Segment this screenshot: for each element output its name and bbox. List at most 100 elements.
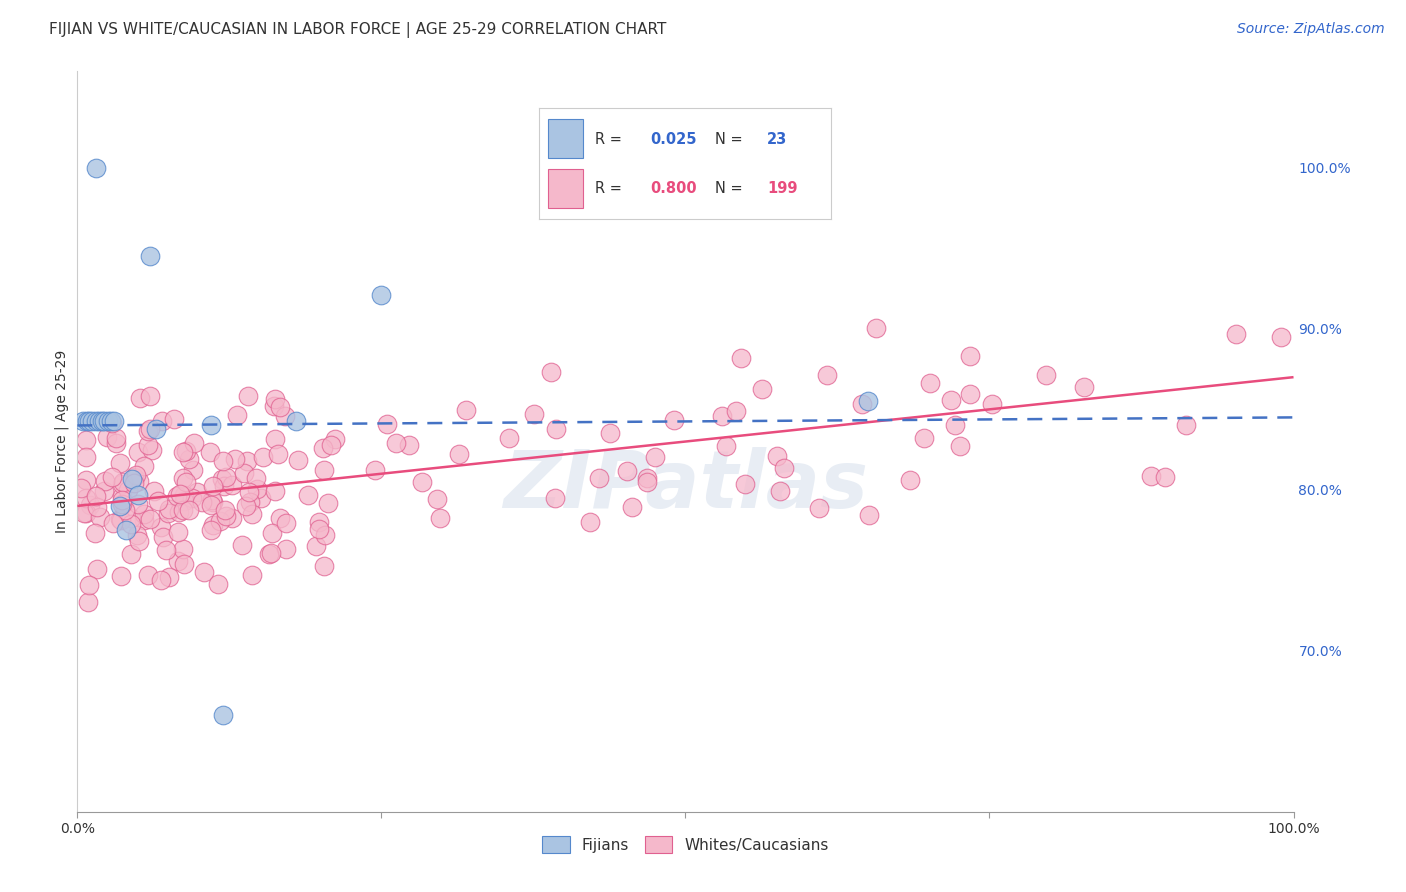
Point [316,495,339,509]
Point [139,422,162,436]
Point [84,526,107,541]
Point [169,505,191,519]
Point [156,506,179,520]
Point [127,528,149,542]
Point [636,475,658,490]
Point [136,424,159,438]
Point [202,495,225,509]
Point [139,250,162,264]
Point [214,502,236,516]
Point [148,493,170,508]
Point [851,397,873,411]
Point [84,161,107,175]
Point [943,417,966,432]
Point [155,542,177,557]
Point [163,412,186,426]
Point [498,431,520,445]
Point [1225,327,1247,342]
Point [173,487,195,501]
Point [200,418,222,433]
Point [259,547,281,561]
Point [276,516,298,530]
Point [93,414,115,428]
Point [139,512,162,526]
Text: FIJIAN VS WHITE/CAUCASIAN IN LABOR FORCE | AGE 25-29 CORRELATION CHART: FIJIAN VS WHITE/CAUCASIAN IN LABOR FORCE… [49,22,666,38]
Point [193,565,215,579]
Point [411,475,433,489]
Text: Source: ZipAtlas.com: Source: ZipAtlas.com [1237,22,1385,37]
Point [69,481,91,495]
Point [314,558,336,573]
Point [1140,468,1163,483]
Point [157,570,180,584]
Point [215,469,238,483]
Point [129,391,152,405]
Point [121,471,143,485]
Point [240,568,263,582]
Point [84,489,107,503]
Point [136,437,159,451]
Point [76,414,98,428]
Point [454,403,477,417]
Point [120,547,142,561]
Point [166,489,188,503]
Point [716,439,738,453]
Point [725,404,748,418]
Point [150,573,173,587]
Point [221,510,243,524]
Point [84,414,107,428]
Point [173,493,195,508]
Point [308,522,330,536]
Point [285,414,308,428]
Point [157,502,180,516]
Point [523,407,546,421]
Point [231,537,253,551]
Point [86,561,108,575]
Point [191,494,214,508]
Point [167,553,190,567]
Point [1174,417,1197,432]
Point [238,484,260,499]
Point [898,473,921,487]
Point [72,414,94,428]
Y-axis label: In Labor Force | Age 25-29: In Labor Force | Age 25-29 [55,350,69,533]
Point [172,444,194,458]
Point [138,389,160,403]
Point [96,430,118,444]
Point [172,541,194,556]
Point [588,471,610,485]
Point [179,503,201,517]
Point [110,568,132,582]
Point [122,476,145,491]
Point [128,534,150,549]
Point [232,467,254,481]
Point [212,708,235,723]
Point [120,516,142,531]
Point [269,400,291,414]
Point [186,484,208,499]
Point [167,525,190,540]
Point [730,351,752,366]
Point [201,493,224,508]
Point [959,350,981,364]
Point [267,447,290,461]
Point [426,492,449,507]
Point [734,476,756,491]
Point [202,478,225,492]
Point [108,457,131,471]
Point [941,392,963,407]
Point [769,484,792,499]
Point [127,488,149,502]
Point [89,414,111,428]
Point [644,450,666,465]
Point [75,491,97,505]
Point [114,503,136,517]
Point [304,539,326,553]
Point [981,397,1004,411]
Point [263,392,285,406]
Point [136,568,159,582]
Point [274,409,297,424]
Point [108,499,131,513]
Point [200,498,222,512]
Point [75,433,97,447]
